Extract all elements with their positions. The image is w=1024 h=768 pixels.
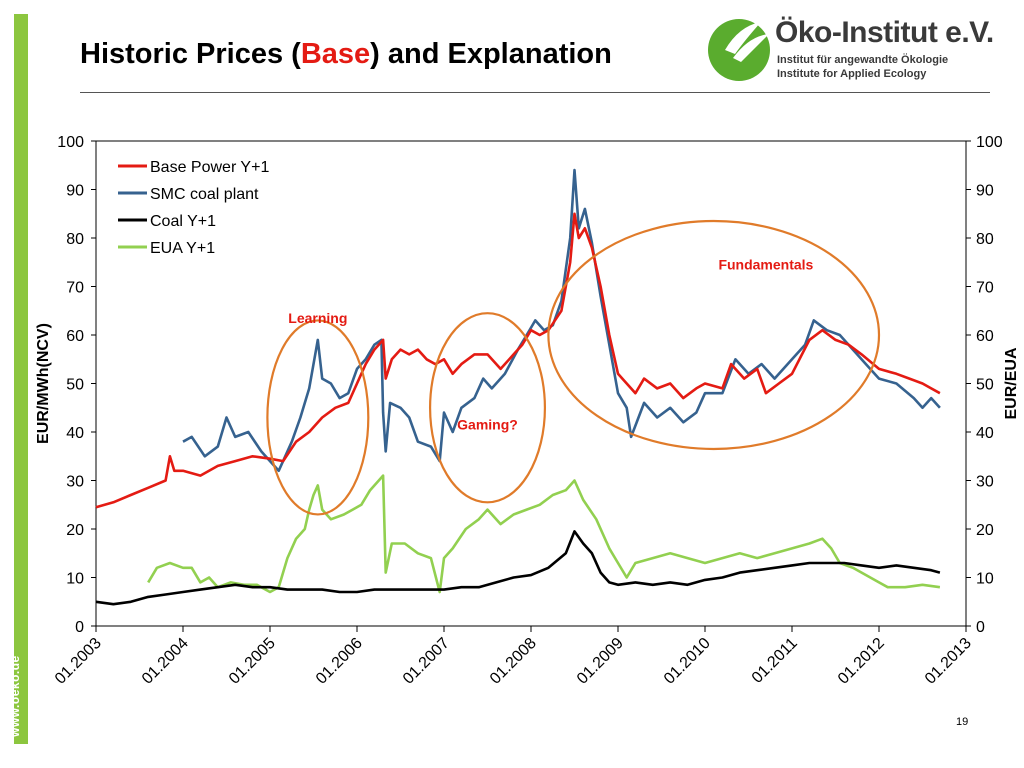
logo-line1: Institut für angewandte Ökologie	[777, 54, 949, 66]
title-part-before: Historic Prices (	[80, 38, 301, 70]
y-tick-label-left-90: 90	[66, 183, 84, 200]
x-tick-label-2009: 01.2009	[574, 635, 627, 688]
legend-label-3: EUA Y+1	[150, 240, 215, 257]
x-tick-label-2006: 01.2006	[313, 635, 366, 688]
annotation-2: Fundamentals	[718, 257, 813, 273]
oeko-logo: Öko-Institut e.V. Institut für angewandt…	[705, 14, 995, 84]
y-tick-label-right-100: 100	[976, 134, 1003, 151]
title-rule	[80, 92, 990, 93]
y-tick-label-left-60: 60	[66, 328, 84, 345]
y-tick-label-left-70: 70	[66, 280, 84, 297]
x-tick-label-2011: 01.2011	[749, 635, 801, 687]
y-tick-label-right-90: 90	[976, 183, 994, 200]
y-tick-label-right-0: 0	[976, 619, 985, 636]
y-tick-label-left-100: 100	[57, 134, 84, 151]
legend-box	[112, 152, 312, 264]
page-number: 19	[956, 716, 969, 728]
annotation-1: Gaming?	[457, 417, 518, 433]
x-tick-label-2008: 01.2008	[487, 635, 540, 688]
y-tick-label-right-50: 50	[976, 377, 994, 394]
annotation-0: Learning	[288, 310, 347, 326]
logo-line2: Institute for Applied Ecology	[777, 68, 927, 80]
y-tick-label-left-50: 50	[66, 377, 84, 394]
y-tick-label-right-70: 70	[976, 280, 994, 297]
y-axis-title-left: EUR/MWh(NCV)	[35, 323, 52, 444]
legend-label-1: SMC coal plant	[150, 186, 259, 203]
series-line-3	[147, 474, 941, 594]
title-highlight: Base	[300, 38, 371, 70]
y-tick-label-right-10: 10	[976, 571, 994, 588]
y-tick-label-left-0: 0	[75, 619, 84, 636]
y-tick-label-left-20: 20	[66, 522, 84, 539]
y-tick-label-left-10: 10	[66, 571, 84, 588]
x-tick-label-2003: 01.2003	[52, 635, 105, 688]
highlight-ellipse-2	[547, 219, 881, 451]
x-tick-label-2004: 01.2004	[139, 635, 192, 688]
x-tick-label-2010: 01.2010	[661, 635, 714, 688]
y-tick-label-left-30: 30	[66, 474, 84, 491]
highlight-ellipse-0	[266, 319, 370, 516]
x-tick-label-2013: 01.2013	[922, 635, 975, 688]
title-part-after: ) and Explanation	[370, 38, 612, 70]
legend-label-0: Base Power Y+1	[150, 159, 269, 176]
y-tick-label-left-40: 40	[66, 425, 84, 442]
slide-title: Historic Prices (Base) and Explanation	[80, 38, 612, 71]
y-axis-title-right: EUR/EUA	[1003, 347, 1020, 419]
side-accent-bar	[14, 14, 28, 744]
logo-name: Öko-Institut e.V.	[775, 16, 994, 49]
x-tick-label-2005: 01.2005	[226, 635, 279, 688]
highlight-ellipse-1	[428, 312, 547, 504]
y-tick-label-right-60: 60	[976, 328, 994, 345]
y-tick-label-right-20: 20	[976, 522, 994, 539]
y-tick-label-right-80: 80	[976, 231, 994, 248]
series-line-2	[95, 530, 941, 606]
y-tick-label-right-40: 40	[976, 425, 994, 442]
y-tick-label-left-80: 80	[66, 231, 84, 248]
x-tick-label-2012: 01.2012	[835, 635, 888, 688]
logo-leaf-icon	[708, 19, 770, 81]
x-tick-label-2007: 01.2007	[400, 635, 453, 688]
y-tick-label-right-30: 30	[976, 474, 994, 491]
legend-label-2: Coal Y+1	[150, 213, 216, 230]
